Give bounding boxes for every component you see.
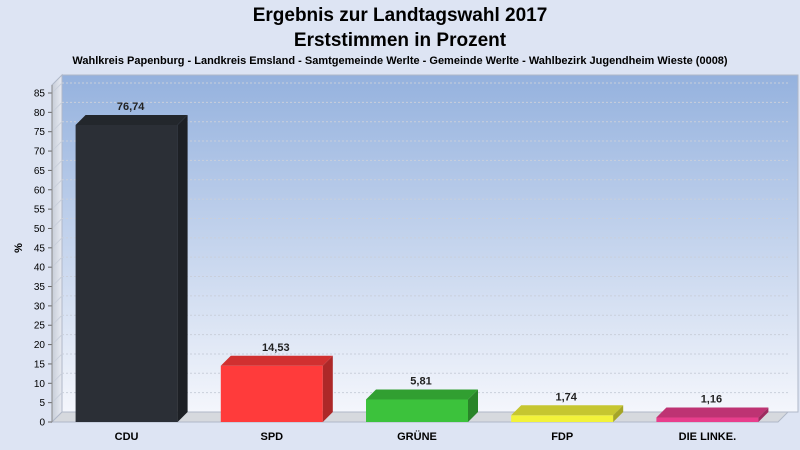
gridline (51, 372, 63, 384)
data-label: 5,81 (410, 376, 431, 388)
y-tick-label: 0 (39, 418, 45, 429)
bar-top (75, 114, 188, 125)
x-tick-label: SPD (260, 431, 283, 443)
y-tick-label: 40 (34, 263, 46, 274)
bar-top (366, 389, 478, 400)
y-tick-label: 20 (34, 340, 46, 351)
data-label: 1,16 (701, 394, 722, 406)
gridline (51, 198, 63, 210)
gridline (51, 82, 63, 94)
gridline (51, 179, 63, 191)
y-axis: 0 5 10 15 20 25 30 35 40 45 50 55 60 65 70 75 80 85 (34, 85, 53, 429)
y-tick-label: 10 (34, 379, 46, 390)
bar-front (511, 415, 614, 422)
gridline (51, 276, 63, 287)
data-label: 1,74 (555, 391, 577, 403)
chart-subtitle: Erststimmen in Prozent (294, 30, 507, 51)
y-tick-label: 25 (34, 321, 46, 332)
y-tick-label: 30 (34, 301, 46, 312)
bar-cdu (75, 114, 188, 422)
bar-side (177, 114, 188, 422)
gridline (51, 334, 63, 345)
bar-front (75, 124, 178, 422)
bar-front (656, 417, 759, 422)
y-tick-label: 70 (34, 147, 46, 158)
y-tick-label: 35 (34, 282, 46, 293)
gridline (51, 160, 63, 171)
bar-front (366, 399, 468, 422)
bar-top (220, 355, 333, 366)
gridline (51, 256, 63, 268)
y-tick-label: 50 (34, 224, 46, 235)
chart-caption: Wahlkreis Papenburg - Landkreis Emsland … (72, 55, 728, 67)
x-tick-label: DIE LINKE. (679, 431, 736, 443)
data-label: 14,53 (262, 342, 290, 354)
bar-side (613, 405, 624, 422)
x-tick-label: FDP (551, 431, 573, 443)
gridline (51, 121, 63, 133)
y-tick-label: 65 (34, 166, 46, 177)
bar-side (322, 355, 333, 422)
bars (75, 114, 769, 422)
x-tick-label: CDU (115, 431, 139, 443)
y-tick-label: 5 (39, 398, 45, 409)
y-tick-label: 55 (34, 205, 46, 216)
bar-top (511, 405, 624, 416)
gridline (51, 314, 63, 326)
labels: 76,74 CDU 14,53 SPD 5,81 GRÜNE 1,74 FDP 1,16 DIE … (115, 101, 736, 443)
bar-spd (220, 355, 333, 422)
bar-die-linke- (656, 407, 769, 422)
bar-gr-ne (366, 389, 478, 422)
data-label: 76,74 (117, 101, 145, 113)
y-axis-label: % (13, 243, 25, 253)
gridline (51, 140, 63, 152)
chart-title: Ergebnis zur Landtagswahl 2017 (253, 5, 548, 26)
x-tick-label: GRÜNE (397, 430, 437, 443)
gridline (51, 353, 63, 365)
gridline (51, 392, 63, 404)
y-tick-label: 15 (34, 359, 46, 370)
bar-side (758, 407, 769, 422)
bar-top (656, 407, 769, 418)
gridline (51, 295, 63, 307)
gridline (51, 237, 63, 249)
bar-fdp (511, 405, 624, 422)
y-tick-label: 85 (34, 89, 46, 100)
gridline (51, 218, 63, 229)
y-tick-label: 60 (34, 185, 46, 196)
gridline (51, 101, 63, 113)
bar-side (468, 389, 478, 422)
y-tick-label: 75 (34, 127, 46, 138)
bar-front (220, 365, 323, 422)
y-tick-label: 80 (34, 108, 46, 119)
y-tick-label: 45 (34, 243, 46, 254)
